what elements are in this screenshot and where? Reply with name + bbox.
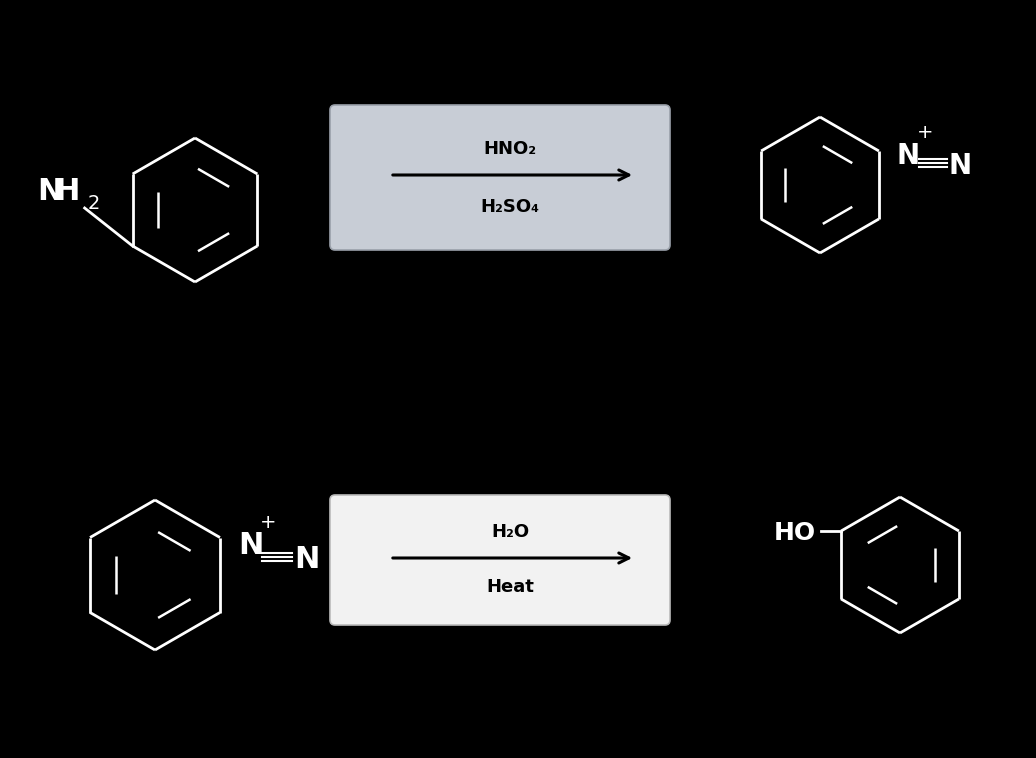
- Text: N: N: [897, 142, 920, 170]
- Text: H₂O: H₂O: [491, 523, 529, 541]
- Text: 2: 2: [88, 194, 100, 213]
- Text: HO: HO: [774, 521, 816, 545]
- Text: HNO₂: HNO₂: [484, 140, 537, 158]
- Text: +: +: [917, 124, 933, 143]
- Text: N: N: [294, 545, 319, 574]
- Text: N: N: [37, 177, 62, 206]
- Text: H: H: [54, 177, 80, 206]
- FancyBboxPatch shape: [330, 495, 670, 625]
- Text: Heat: Heat: [486, 578, 534, 596]
- Text: +: +: [260, 513, 277, 532]
- Text: N: N: [949, 152, 972, 180]
- FancyBboxPatch shape: [330, 105, 670, 250]
- Text: H₂SO₄: H₂SO₄: [481, 198, 540, 216]
- Text: N: N: [238, 531, 263, 560]
